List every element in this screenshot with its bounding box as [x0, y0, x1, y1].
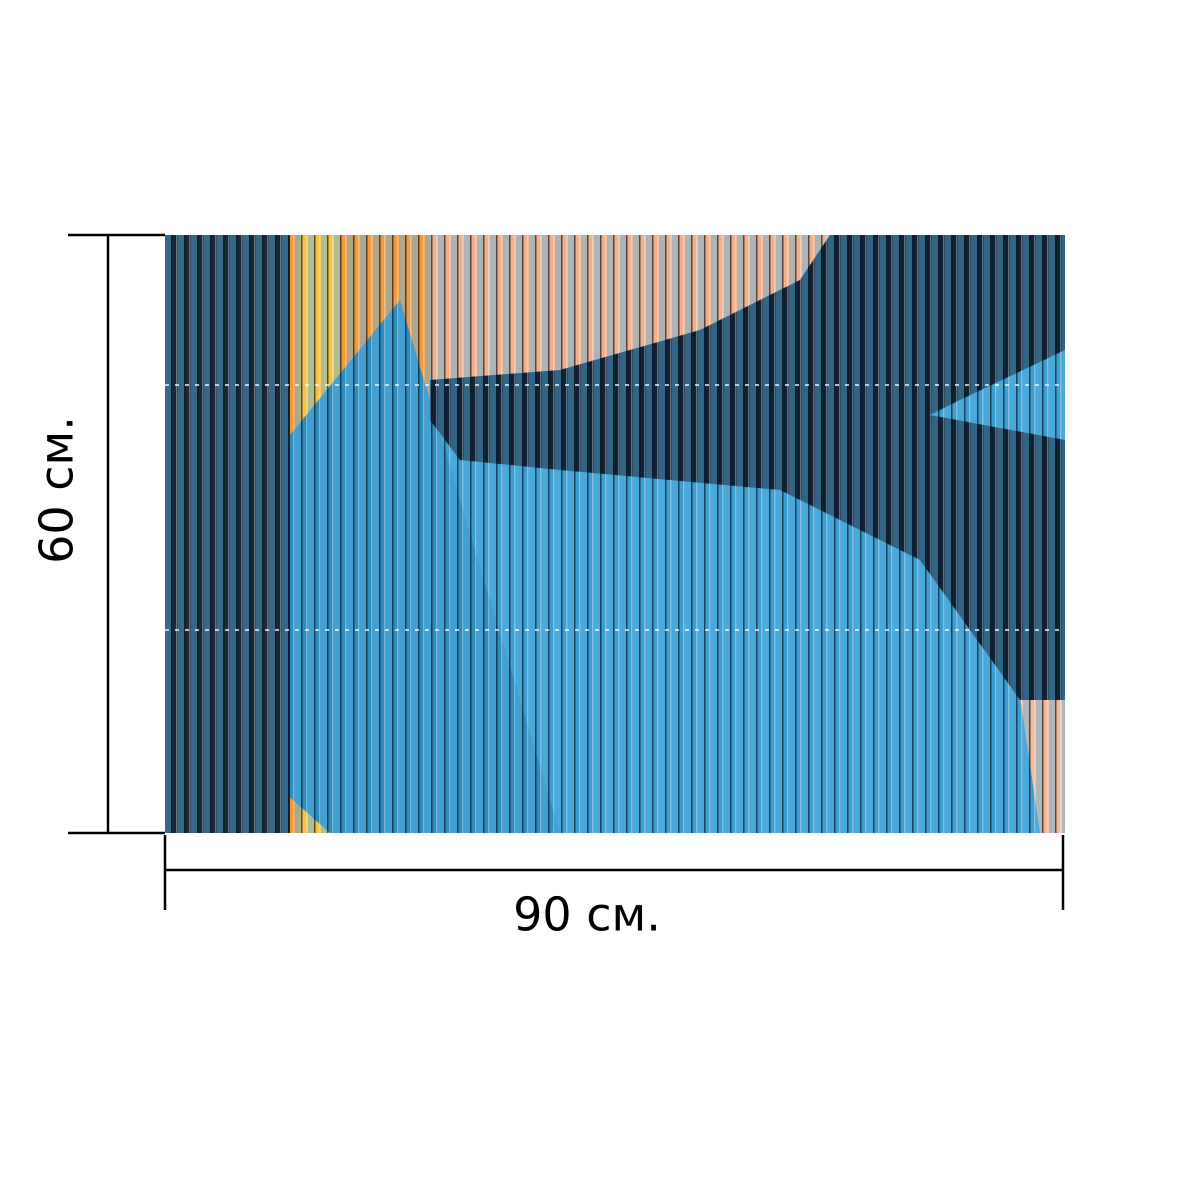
dimension-lines	[68, 233, 1065, 910]
width-label: 90 см.	[513, 888, 661, 942]
height-label: 60 см.	[30, 416, 84, 564]
mat-artwork	[165, 235, 1065, 833]
